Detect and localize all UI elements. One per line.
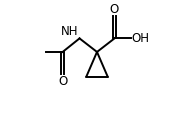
Text: O: O bbox=[58, 75, 67, 88]
Text: OH: OH bbox=[131, 32, 149, 45]
Text: NH: NH bbox=[61, 25, 78, 38]
Text: O: O bbox=[110, 3, 119, 16]
